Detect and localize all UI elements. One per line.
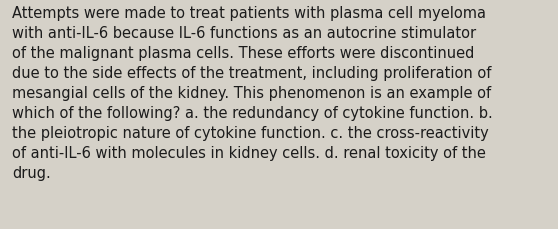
Text: Attempts were made to treat patients with plasma cell myeloma
with anti-IL-6 bec: Attempts were made to treat patients wit… [12, 6, 493, 180]
